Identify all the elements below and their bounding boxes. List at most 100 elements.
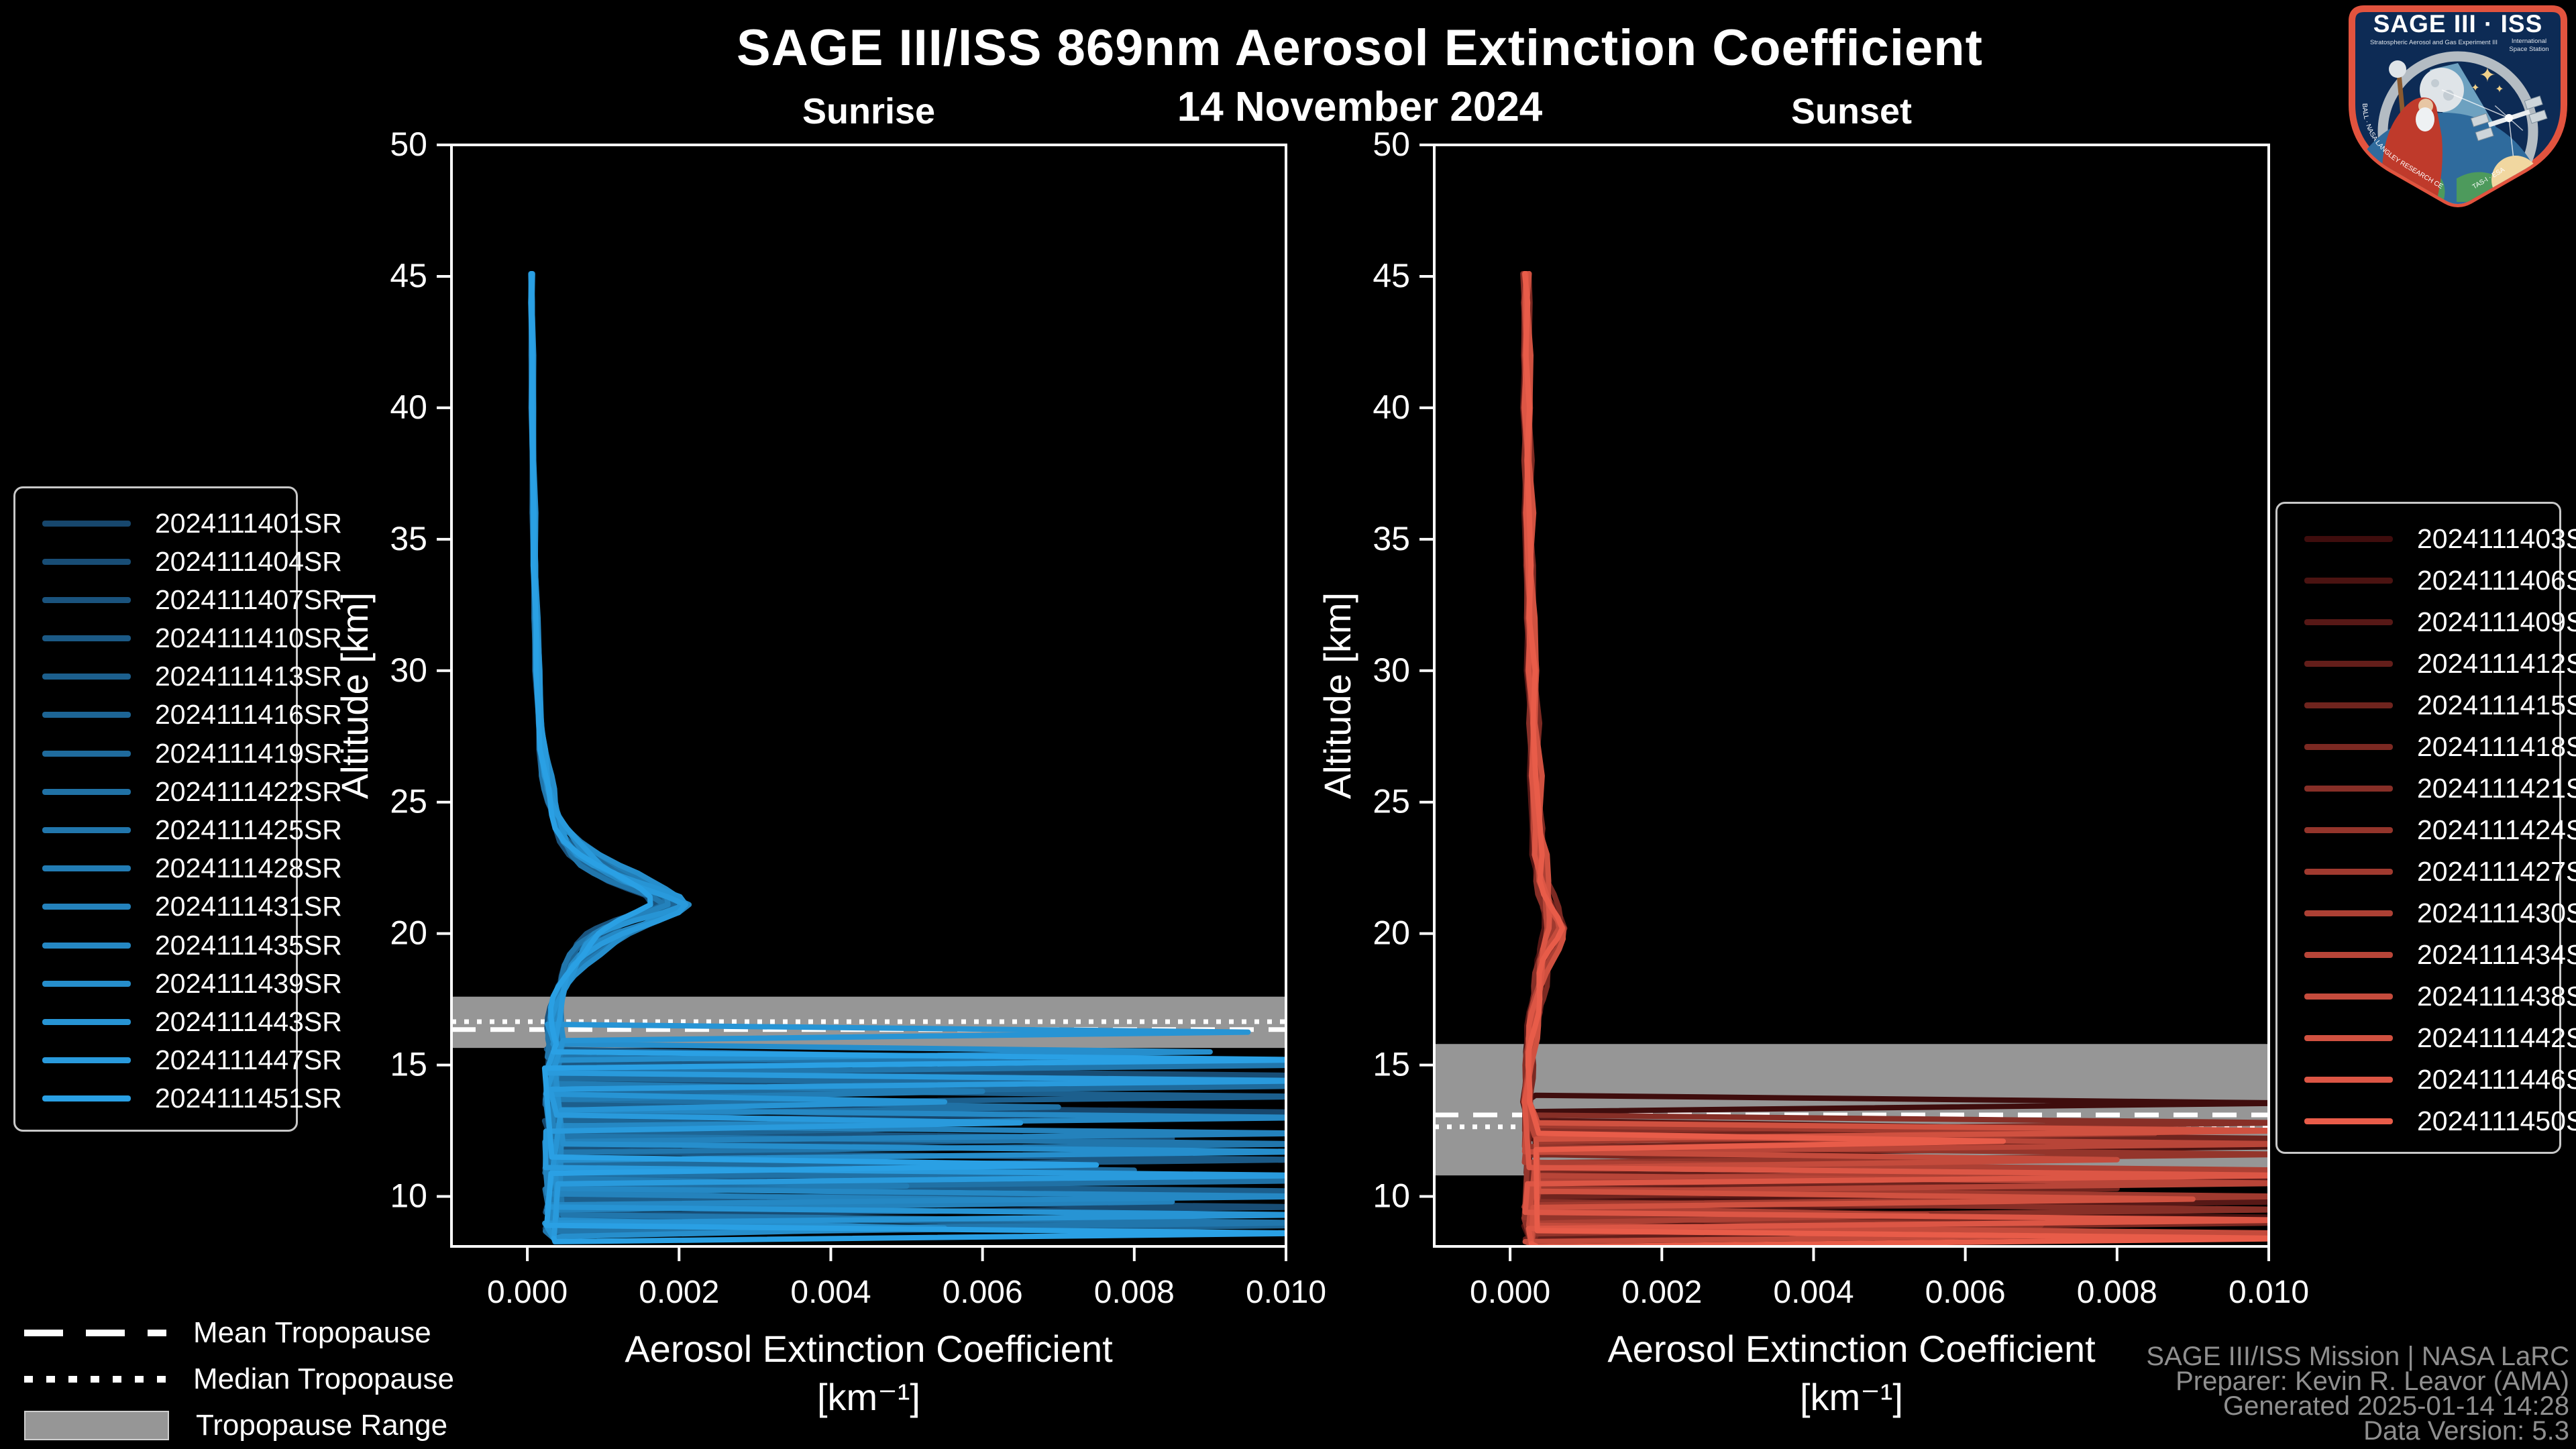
tropopause-legend: Mean Tropopause Median Tropopause Tropop… — [24, 1309, 494, 1448]
logo-father-time-beard — [2416, 107, 2434, 131]
attribution-generated: Generated 2025-01-14 14:28 — [2223, 1391, 2569, 1421]
page-title: SAGE III/ISS 869nm Aerosol Extinction Co… — [737, 19, 1983, 76]
legend-event-label: 2024111419SR — [155, 737, 342, 769]
x-tick-label: 0.000 — [1470, 1275, 1550, 1310]
axes-border — [450, 144, 1287, 1248]
legend-item: 2024111424SS — [2292, 811, 2576, 849]
x-tick-label: 0.004 — [1773, 1275, 1854, 1310]
legend-event-label: 2024111447SR — [155, 1044, 342, 1076]
legend-line-swatch — [42, 1095, 131, 1102]
legend-event-label: 2024111422SR — [155, 775, 342, 807]
legend-item: 2024111419SR — [30, 735, 342, 772]
panel-title: Sunrise — [802, 91, 935, 131]
legend-event-label: 2024111431SR — [155, 891, 342, 922]
legend-line-swatch — [2304, 868, 2393, 875]
legend-event-label: 2024111442SS — [2417, 1022, 2576, 1053]
sunrise-event-legend: 2024111401SR 2024111404SR 2024111407SR 2024… — [13, 486, 342, 1132]
iss-icon — [2470, 95, 2548, 142]
y-tick-label: 10 — [1373, 1177, 1410, 1215]
legend-item: 2024111413SR — [30, 658, 342, 696]
y-tick-label: 30 — [390, 651, 427, 689]
extinction-profile-line — [1522, 271, 2269, 1246]
legend-item: 2024111404SR — [30, 543, 342, 580]
legend-event-label: 2024111410SR — [155, 623, 342, 654]
logo-staff-orb — [2389, 60, 2406, 78]
logo-orbit-ring — [2377, 51, 2538, 204]
legend-event-label: 2024111427SS — [2417, 855, 2576, 887]
legend-event-label: 2024111428SR — [155, 853, 342, 884]
y-tick-label: 50 — [1373, 125, 1410, 163]
x-tick-label: 0.002 — [639, 1275, 719, 1310]
mean-tropopause-legend-item: Mean Tropopause — [24, 1309, 494, 1356]
legend-line-swatch — [2304, 951, 2393, 958]
legend-item: 2024111428SR — [30, 850, 342, 888]
x-tick-label: 0.000 — [487, 1275, 568, 1310]
legend-item: 2024111438SS — [2292, 977, 2576, 1015]
legend-item: 2024111421SS — [2292, 769, 2576, 807]
legend-line-swatch — [2304, 826, 2393, 833]
y-tick-label: 20 — [390, 914, 427, 952]
sunset-plot: 0.000 0.002 0.004 0.006 0.008 0.010 10 15 20 25 30… — [1316, 91, 2309, 1418]
legend-item: 2024111409SS — [2292, 603, 2576, 641]
legend-event-label: 2024111416SR — [155, 699, 342, 731]
legend-event-label: 2024111401SR — [155, 507, 342, 539]
legend-event-label: 2024111439SR — [155, 967, 342, 999]
y-tick-label: 10 — [390, 1177, 427, 1215]
legend-item: 2024111439SR — [30, 965, 342, 1002]
legend-item: 2024111443SR — [30, 1003, 342, 1040]
legend-event-label: 2024111438SS — [2417, 980, 2576, 1012]
legend-line-swatch — [2304, 577, 2393, 584]
legend-event-label: 2024111418SS — [2417, 731, 2576, 762]
y-tick-label: 35 — [390, 520, 427, 557]
legend-line-swatch — [2304, 1118, 2393, 1124]
x-axis-label: Aerosol Extinction Coefficient — [625, 1328, 1113, 1370]
legend-line-swatch — [42, 674, 131, 680]
sightline — [2441, 89, 2510, 119]
tropopause-range-label: Tropopause Range — [196, 1408, 448, 1442]
legend-line-swatch — [42, 635, 131, 642]
legend-item: 2024111442SS — [2292, 1019, 2576, 1057]
legend-item: 2024111450SS — [2292, 1102, 2576, 1140]
legend-event-label: 2024111403SS — [2417, 523, 2576, 554]
legend-item: 2024111403SS — [2292, 520, 2576, 557]
x-tick-label: 0.006 — [943, 1275, 1023, 1310]
sage-iii-iss-logo: ✦ ✦ ✦ SAGE III · ISS Stratospheric Aeros… — [2343, 4, 2567, 207]
y-tick-label: 50 — [390, 125, 427, 163]
y-tick-label: 35 — [1373, 520, 1410, 557]
page-subtitle: 14 November 2024 — [1177, 84, 1543, 130]
legend-line-swatch — [42, 596, 131, 603]
y-tick-label: 40 — [390, 388, 427, 426]
y-tick-label: 20 — [1373, 914, 1410, 952]
y-tick-label: 45 — [390, 257, 427, 294]
y-tick-label: 25 — [390, 783, 427, 820]
legend-event-label: 2024111415SS — [2417, 689, 2576, 720]
legend-event-label: 2024111421SS — [2417, 772, 2576, 804]
legend-line-swatch — [42, 827, 131, 833]
legend-line-swatch — [2304, 660, 2393, 667]
legend-item: 2024111427SS — [2292, 853, 2576, 890]
axes-border — [1433, 144, 2270, 1248]
logo-subtitle-right-1: International — [2512, 38, 2546, 45]
legend-event-label: 2024111446SS — [2417, 1063, 2576, 1095]
legend-item: 2024111422SR — [30, 773, 342, 810]
legend-event-label: 2024111451SR — [155, 1083, 342, 1114]
legend-item: 2024111446SS — [2292, 1061, 2576, 1098]
x-axis-label: Aerosol Extinction Coefficient — [1607, 1328, 2096, 1370]
legend-item: 2024111434SS — [2292, 936, 2576, 973]
legend-item: 2024111412SS — [2292, 645, 2576, 682]
legend-event-label: 2024111406SS — [2417, 564, 2576, 596]
y-tick-label: 25 — [1373, 783, 1410, 820]
y-axis-label: Altitude [km] — [1316, 592, 1358, 799]
x-axis-units: [km⁻¹] — [817, 1376, 920, 1418]
moon-crater — [2431, 79, 2439, 87]
legend-item: 2024111410SR — [30, 620, 342, 657]
legend-line-swatch — [2304, 535, 2393, 542]
x-tick-label: 0.008 — [2077, 1275, 2157, 1310]
legend-event-label: 2024111404SR — [155, 545, 342, 577]
legend-line-swatch — [2304, 619, 2393, 625]
logo-sun — [2491, 156, 2540, 204]
legend-event-label: 2024111409SS — [2417, 606, 2576, 637]
median-tropopause-label: Median Tropopause — [193, 1362, 454, 1395]
sunset-event-legend: 2024111403SS 2024111406SS 2024111409SS 2024… — [2275, 502, 2576, 1154]
legend-line-swatch — [42, 942, 131, 949]
